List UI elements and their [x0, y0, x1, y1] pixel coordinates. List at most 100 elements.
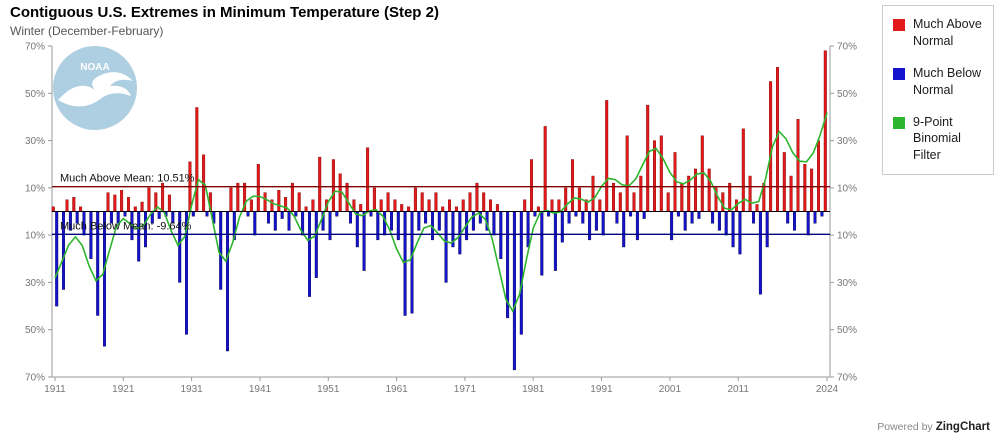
bar-below-1968[interactable]	[444, 211, 448, 283]
bar-above-1965[interactable]	[420, 192, 424, 212]
bar-below-1982[interactable]	[540, 211, 544, 276]
legend-item-much-below[interactable]: Much Below Normal	[893, 65, 983, 99]
bar-below-1989[interactable]	[588, 211, 592, 241]
bar-above-1994[interactable]	[618, 192, 622, 212]
bar-above-2001[interactable]	[666, 192, 670, 212]
bar-below-1956[interactable]	[362, 211, 366, 271]
bar-above-2021[interactable]	[803, 163, 807, 212]
bar-above-1922[interactable]	[126, 197, 130, 212]
bar-below-1985[interactable]	[560, 211, 564, 243]
bar-below-2019[interactable]	[793, 211, 797, 231]
bar-below-1945[interactable]	[287, 211, 291, 231]
bar-above-1945[interactable]	[284, 197, 288, 212]
bar-above-1963[interactable]	[407, 206, 411, 212]
bar-above-2014[interactable]	[755, 204, 759, 212]
bar-above-2000[interactable]	[659, 135, 663, 212]
bar-below-2004[interactable]	[690, 211, 694, 224]
bar-below-2003[interactable]	[683, 211, 687, 231]
bar-below-1931[interactable]	[191, 211, 195, 217]
bar-above-1919[interactable]	[106, 192, 110, 212]
bar-below-1958[interactable]	[376, 211, 380, 241]
bar-below-1997[interactable]	[642, 211, 646, 219]
bar-below-1972[interactable]	[471, 211, 475, 231]
bar-above-2022[interactable]	[810, 168, 814, 212]
zingchart-link[interactable]: ZingChart	[935, 421, 990, 433]
bar-above-1975[interactable]	[489, 199, 493, 212]
bar-above-1960[interactable]	[386, 192, 390, 212]
bar-above-1924[interactable]	[140, 201, 144, 212]
bar-below-1965[interactable]	[424, 211, 428, 224]
bar-above-1992[interactable]	[605, 100, 609, 212]
bar-below-1988[interactable]	[581, 211, 585, 224]
bar-below-1994[interactable]	[622, 211, 626, 248]
bar-above-1958[interactable]	[372, 187, 376, 212]
bar-above-1928[interactable]	[167, 194, 171, 212]
bar-above-1985[interactable]	[557, 199, 561, 212]
bar-above-1981[interactable]	[530, 159, 534, 212]
bar-below-2013[interactable]	[752, 211, 756, 224]
bar-above-1971[interactable]	[461, 199, 465, 212]
bar-above-1961[interactable]	[393, 199, 397, 212]
bar-below-1978[interactable]	[512, 211, 516, 371]
bar-above-1967[interactable]	[434, 192, 438, 212]
binomial-filter-line[interactable]	[54, 112, 828, 313]
bar-below-1962[interactable]	[403, 211, 407, 316]
bar-above-1937[interactable]	[229, 187, 233, 212]
bar-above-1962[interactable]	[400, 204, 404, 212]
bar-above-1987[interactable]	[571, 159, 575, 212]
bar-above-2013[interactable]	[748, 175, 752, 212]
bar-below-1955[interactable]	[355, 211, 359, 248]
bar-below-2021[interactable]	[806, 211, 810, 236]
bar-above-1970[interactable]	[454, 206, 458, 212]
much-below-bars[interactable]	[55, 211, 824, 371]
bar-below-1954[interactable]	[349, 211, 353, 224]
bar-above-1957[interactable]	[366, 147, 370, 212]
much-above-bars[interactable]	[51, 50, 827, 212]
bar-below-1916[interactable]	[89, 211, 93, 259]
bar-above-1999[interactable]	[653, 140, 657, 212]
bar-above-1995[interactable]	[625, 135, 629, 212]
bar-above-1941[interactable]	[256, 163, 260, 212]
bar-below-2005[interactable]	[697, 211, 701, 219]
bar-above-1974[interactable]	[482, 192, 486, 212]
bar-below-1939[interactable]	[246, 211, 250, 217]
bar-below-2018[interactable]	[786, 211, 790, 224]
bar-above-1948[interactable]	[304, 206, 308, 212]
bar-below-1957[interactable]	[369, 211, 373, 217]
bar-above-1915[interactable]	[79, 206, 83, 212]
bar-above-1969[interactable]	[448, 199, 452, 212]
legend-item-binomial-filter[interactable]: 9-Point Binomial Filter	[893, 114, 983, 165]
legend-item-much-above[interactable]: Much Above Normal	[893, 16, 983, 50]
bar-below-2009[interactable]	[724, 211, 728, 236]
bar-below-1996[interactable]	[635, 211, 639, 241]
bar-below-1995[interactable]	[629, 211, 633, 217]
bar-below-1960[interactable]	[390, 211, 394, 231]
bar-below-1935[interactable]	[219, 211, 223, 290]
bar-below-1923[interactable]	[137, 211, 141, 262]
bar-above-1923[interactable]	[133, 206, 137, 212]
bar-above-2016[interactable]	[769, 81, 773, 212]
bar-above-1982[interactable]	[536, 206, 540, 212]
bar-below-1936[interactable]	[225, 211, 229, 352]
bar-above-1932[interactable]	[195, 107, 199, 212]
bar-above-1968[interactable]	[441, 206, 445, 212]
bar-above-1997[interactable]	[639, 175, 643, 212]
bar-above-2018[interactable]	[782, 152, 786, 212]
bar-above-2009[interactable]	[721, 192, 725, 212]
bar-above-1949[interactable]	[311, 199, 315, 212]
bar-below-1921[interactable]	[123, 211, 127, 217]
bar-below-1979[interactable]	[519, 211, 523, 335]
bar-below-1975[interactable]	[492, 211, 496, 236]
bar-above-1976[interactable]	[495, 204, 499, 212]
bar-below-1952[interactable]	[335, 211, 339, 217]
bar-below-2011[interactable]	[738, 211, 742, 255]
bar-above-1972[interactable]	[468, 192, 472, 212]
bar-above-1913[interactable]	[65, 199, 69, 212]
bar-above-2023[interactable]	[817, 140, 821, 212]
bar-above-1920[interactable]	[113, 194, 117, 212]
bar-above-1980[interactable]	[523, 199, 527, 212]
bar-below-2002[interactable]	[676, 211, 680, 217]
bar-below-1976[interactable]	[499, 211, 503, 259]
bar-below-2001[interactable]	[670, 211, 674, 241]
bar-above-1921[interactable]	[120, 189, 124, 212]
